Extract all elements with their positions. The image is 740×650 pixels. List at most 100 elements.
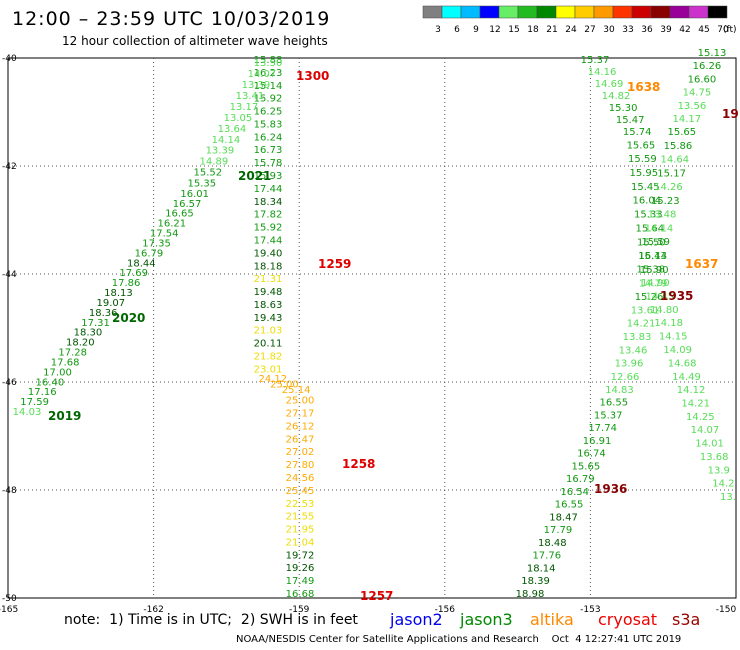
legend-bin-label: 45 <box>698 25 709 35</box>
swh-value: 17.44 <box>254 235 283 246</box>
legend-swatch <box>460 5 481 19</box>
swh-value: 17.16 <box>28 387 57 398</box>
swh-value: 17.82 <box>254 210 283 221</box>
swh-value: 17.86 <box>112 278 141 289</box>
swh-value: 15.43 <box>638 251 667 262</box>
swh-value: 24.12 <box>258 374 287 385</box>
swh-value: 16.74 <box>577 449 606 460</box>
time-label: 1300 <box>296 69 329 83</box>
swh-value: 15.47 <box>616 115 645 126</box>
swh-value: 14.17 <box>673 114 702 125</box>
legend-bin-label: 24 <box>565 25 577 35</box>
satellite-cryosat: cryosat <box>598 610 658 629</box>
swh-value: 14.45 <box>645 291 674 302</box>
swh-value: 17.76 <box>532 551 561 562</box>
swh-value: 14.12 <box>677 385 706 396</box>
swh-value: 15.26 <box>635 292 664 303</box>
swh-value: 14.01 <box>695 439 724 450</box>
swh-value: 16.23 <box>254 68 283 79</box>
lat-tick-label: -46 <box>2 378 17 388</box>
page-subtitle: 12 hour collection of altimeter wave hei… <box>62 34 328 48</box>
swh-value: 15.65 <box>627 140 656 151</box>
swh-value: 22.53 <box>286 499 315 510</box>
lon-tick-label: -150 <box>716 605 737 615</box>
swh-value: 25.45 <box>286 486 315 497</box>
swh-value: 15.45 <box>631 182 660 193</box>
swh-value: 15.59 <box>628 154 657 165</box>
swh-value: 18.20 <box>66 338 95 349</box>
legend-bin-label: 36 <box>641 25 653 35</box>
swh-value: 27.02 <box>286 447 315 458</box>
swh-value: 15.52 <box>194 168 223 179</box>
legend-bin-label: 27 <box>584 25 595 35</box>
swh-value: 17.35 <box>142 238 171 249</box>
time-label: 1259 <box>318 257 351 271</box>
swh-value: 13.17 <box>230 102 259 113</box>
legend-swatch <box>631 5 652 19</box>
swh-value: 14.21 <box>627 319 656 330</box>
swh-value: 13.05 <box>224 113 253 124</box>
swh-value: 13.56 <box>678 101 707 112</box>
swh-value: 13. <box>720 492 736 503</box>
swh-value: 14.82 <box>602 91 631 102</box>
time-label: 19 <box>722 107 739 121</box>
swh-value: 17.31 <box>81 318 110 329</box>
legend-swatch <box>441 5 462 19</box>
swh-value: 14.26 <box>654 182 683 193</box>
swh-value: 14.15 <box>659 332 688 343</box>
swh-value: 27.17 <box>286 409 315 420</box>
swh-value: 20.11 <box>254 339 283 350</box>
legend-bin-label: 39 <box>660 25 672 35</box>
swh-value: 15.50 <box>637 237 666 248</box>
swh-value: 16.40 <box>36 377 65 388</box>
swh-value: 15.33 <box>634 210 663 221</box>
swh-value: 18.18 <box>254 261 283 272</box>
time-label: 2021 <box>238 169 271 183</box>
swh-value: 16.79 <box>135 248 164 259</box>
swh-value: 14.2 <box>712 479 734 490</box>
swh-value: 14.14 <box>645 223 674 234</box>
swh-value: 14.09 <box>663 345 692 356</box>
swh-value: 17.44 <box>254 184 283 195</box>
footer-credit: NOAA/NESDIS Center for Satellite Applica… <box>236 634 682 645</box>
swh-value: 18.44 <box>127 258 156 269</box>
swh-value: 26.47 <box>286 434 315 445</box>
swh-value: 16.73 <box>254 145 283 156</box>
swh-value: 21.04 <box>286 537 315 548</box>
swh-value: 16.54 <box>560 487 589 498</box>
swh-value: 18.98 <box>516 589 545 600</box>
legend-swatch <box>479 5 500 19</box>
swh-value: 17.69 <box>119 268 148 279</box>
swh-value: 23.01 <box>254 364 283 375</box>
swh-value: 18.13 <box>104 288 133 299</box>
swh-value: 16.57 <box>173 199 202 210</box>
swh-value: 17.74 <box>588 423 617 434</box>
swh-value: 14.14 <box>212 135 241 146</box>
legend-swatch <box>555 5 576 19</box>
time-label: 1637 <box>685 257 718 271</box>
legend-swatch <box>574 5 595 19</box>
swh-value: 13.68 <box>700 452 729 463</box>
swh-value: 18.39 <box>521 576 550 587</box>
swh-value: 15.74 <box>623 127 652 138</box>
swh-value: 13.61 <box>631 305 660 316</box>
swh-value: 15.65 <box>668 127 697 138</box>
swh-value: 18.30 <box>74 328 103 339</box>
swh-value: 16.04 <box>633 196 662 207</box>
swh-value: 18.63 <box>254 300 283 311</box>
lat-tick-label: -42 <box>2 162 17 172</box>
legend-swatch <box>688 5 709 19</box>
swh-value: 21.31 <box>254 274 283 285</box>
swh-value: 26.12 <box>286 421 315 432</box>
swh-value: 16.21 <box>158 219 187 230</box>
map-frame <box>7 57 737 599</box>
satellite-jason3: jason3 <box>460 610 513 629</box>
swh-value: 25.00 <box>286 396 315 407</box>
swh-value: 25.00 <box>270 380 299 391</box>
swh-value: 15.93 <box>254 171 283 182</box>
lon-tick-label: -153 <box>580 605 600 615</box>
swh-value: 15.35 <box>188 179 217 190</box>
legend-bin-label: 6 <box>454 25 460 35</box>
swh-value: 14.03 <box>13 407 42 418</box>
